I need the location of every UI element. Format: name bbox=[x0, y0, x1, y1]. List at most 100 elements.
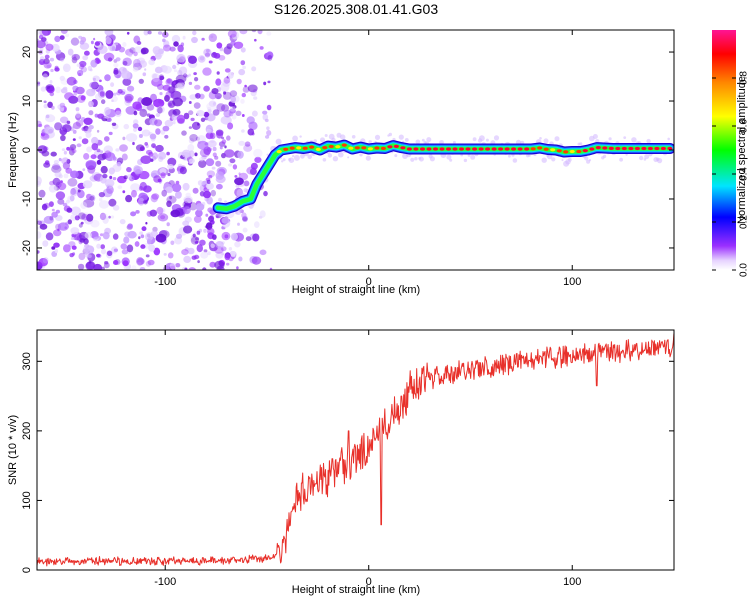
noise-blob bbox=[113, 69, 119, 75]
noise-blob bbox=[220, 115, 232, 125]
noise-blob bbox=[243, 144, 253, 152]
ridge-halo-dot bbox=[608, 137, 612, 141]
noise-blob bbox=[179, 166, 187, 175]
noise-blob bbox=[87, 254, 92, 258]
noise-blob bbox=[133, 119, 139, 125]
noise-blob bbox=[185, 192, 191, 198]
noise-blob bbox=[259, 46, 264, 50]
noise-blob bbox=[97, 45, 108, 54]
noise-blob bbox=[71, 245, 77, 250]
noise-blob bbox=[205, 158, 215, 167]
noise-blob bbox=[188, 73, 191, 77]
spectrogram-ridge-layer bbox=[212, 132, 674, 218]
noise-blob bbox=[229, 106, 236, 112]
ridge-halo-dot bbox=[415, 139, 421, 145]
ridge-core-mark bbox=[348, 146, 354, 150]
noise-blob bbox=[38, 123, 43, 128]
noise-blob bbox=[45, 232, 54, 241]
noise-blob bbox=[76, 63, 81, 67]
noise-blob bbox=[52, 163, 61, 170]
noise-blob bbox=[167, 252, 174, 259]
ridge-core-mark bbox=[530, 147, 536, 151]
noise-blob bbox=[215, 78, 222, 86]
ridge-halo-dot bbox=[288, 157, 295, 163]
noise-blob bbox=[215, 241, 224, 249]
ridge-halo-dot bbox=[388, 132, 392, 137]
noise-blob bbox=[183, 195, 193, 204]
noise-blob bbox=[213, 52, 221, 59]
noise-blob bbox=[216, 71, 220, 75]
ridge-halo-dot bbox=[472, 137, 477, 142]
noise-blob bbox=[54, 35, 61, 43]
ridge-halo-dot bbox=[374, 140, 377, 144]
noise-blob bbox=[183, 206, 191, 215]
noise-blob bbox=[161, 189, 167, 197]
noise-blob bbox=[121, 153, 128, 161]
noise-blob bbox=[132, 141, 135, 146]
noise-blob bbox=[183, 225, 193, 234]
noise-blob bbox=[143, 30, 149, 36]
noise-blob bbox=[94, 41, 100, 46]
ridge-halo-dot bbox=[292, 154, 295, 158]
noise-blob bbox=[153, 247, 161, 256]
ridge-core-mark bbox=[563, 150, 569, 154]
noise-blob bbox=[59, 102, 66, 108]
noise-blob bbox=[119, 219, 126, 225]
noise-blob bbox=[228, 247, 233, 251]
noise-blob bbox=[202, 67, 212, 76]
noise-blob bbox=[96, 129, 100, 133]
noise-blob bbox=[239, 30, 248, 35]
ridge-core-mark bbox=[615, 146, 621, 151]
noise-blob bbox=[157, 106, 163, 114]
ridge-halo-dot bbox=[331, 137, 336, 142]
noise-blob bbox=[173, 69, 178, 73]
noise-blob bbox=[163, 253, 167, 256]
spectrogram-y-tick-label: 10 bbox=[21, 95, 33, 107]
noise-blob bbox=[46, 85, 51, 89]
noise-blob bbox=[175, 191, 182, 199]
noise-blob bbox=[51, 211, 58, 218]
noise-blob bbox=[61, 148, 66, 152]
noise-blob bbox=[209, 132, 216, 140]
noise-blob bbox=[216, 103, 226, 112]
noise-blob bbox=[212, 102, 216, 106]
noise-blob bbox=[152, 145, 157, 149]
ridge-halo-dot bbox=[374, 134, 381, 140]
noise-blob bbox=[226, 135, 231, 141]
noise-blob bbox=[212, 152, 217, 158]
noise-blob bbox=[54, 65, 59, 70]
noise-blob bbox=[39, 30, 48, 37]
noise-blob bbox=[237, 222, 240, 226]
noise-blob bbox=[127, 85, 135, 92]
colorbar-tick-label: 0.8 bbox=[739, 71, 750, 85]
noise-blob bbox=[167, 164, 174, 170]
noise-blob bbox=[252, 110, 258, 117]
noise-blob bbox=[49, 80, 53, 84]
noise-blob bbox=[173, 41, 179, 47]
noise-blob bbox=[171, 34, 181, 44]
noise-blob bbox=[57, 182, 67, 191]
colorbar-tick-label: 0.4 bbox=[739, 167, 750, 181]
noise-blob bbox=[59, 75, 65, 81]
noise-blob bbox=[39, 56, 45, 62]
noise-blob bbox=[77, 263, 85, 270]
noise-blob bbox=[51, 43, 60, 52]
ridge-halo-dot bbox=[322, 158, 327, 162]
noise-blob bbox=[178, 66, 188, 75]
noise-blob bbox=[203, 48, 212, 57]
noise-blob bbox=[230, 96, 237, 103]
noise-blob bbox=[160, 172, 166, 179]
noise-blob bbox=[230, 251, 236, 257]
noise-blob bbox=[38, 59, 46, 65]
noise-blob bbox=[42, 240, 49, 247]
ridge-halo-dot bbox=[539, 137, 542, 140]
ridge-core-mark bbox=[550, 148, 556, 152]
ridge-halo-dot bbox=[446, 154, 452, 160]
noise-blob bbox=[195, 92, 201, 99]
noise-blob bbox=[106, 117, 112, 123]
noise-blob bbox=[204, 52, 211, 58]
noise-blob bbox=[150, 93, 157, 102]
noise-blob bbox=[164, 186, 174, 194]
noise-blob bbox=[222, 91, 232, 100]
ridge-halo-dot bbox=[398, 134, 404, 140]
